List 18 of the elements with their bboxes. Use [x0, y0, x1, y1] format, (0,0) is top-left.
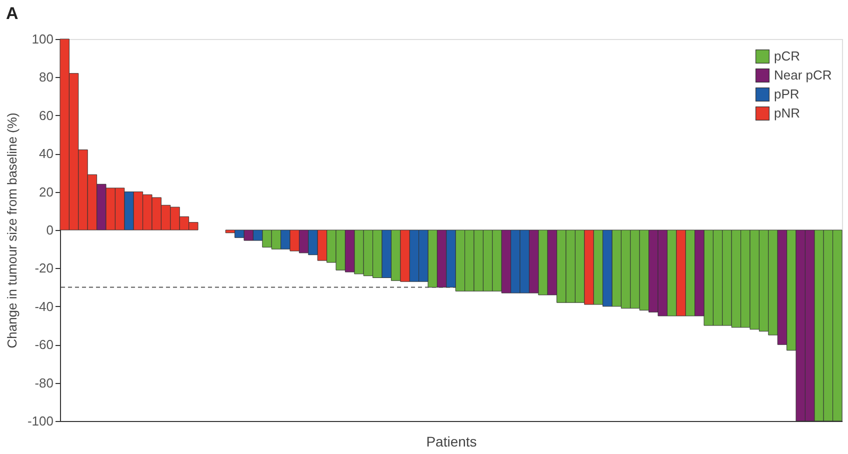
y-tick-label: 40 [39, 146, 54, 162]
y-tick-label: 0 [46, 222, 54, 238]
legend-label: pCR [774, 48, 800, 64]
y-tick-label: 20 [39, 184, 54, 200]
legend-label: pNR [774, 106, 800, 120]
y-axis-title: Change in tumour size from baseline (%) [4, 112, 20, 348]
y-tick-label: -60 [34, 337, 54, 352]
y-tick-label: 80 [39, 70, 54, 85]
legend-label: Near pCR [774, 68, 832, 82]
chart-title: A [6, 4, 18, 23]
x-axis-title: Patients [426, 434, 477, 450]
y-tick-label: -20 [34, 260, 54, 276]
y-tick-label: -80 [34, 375, 54, 390]
y-tick-label: -40 [34, 298, 54, 314]
y-tick-label: -100 [27, 414, 54, 428]
y-tick-label: 60 [39, 108, 54, 123]
y-tick-label: 100 [32, 32, 54, 46]
legend-label: pPR [774, 86, 800, 102]
